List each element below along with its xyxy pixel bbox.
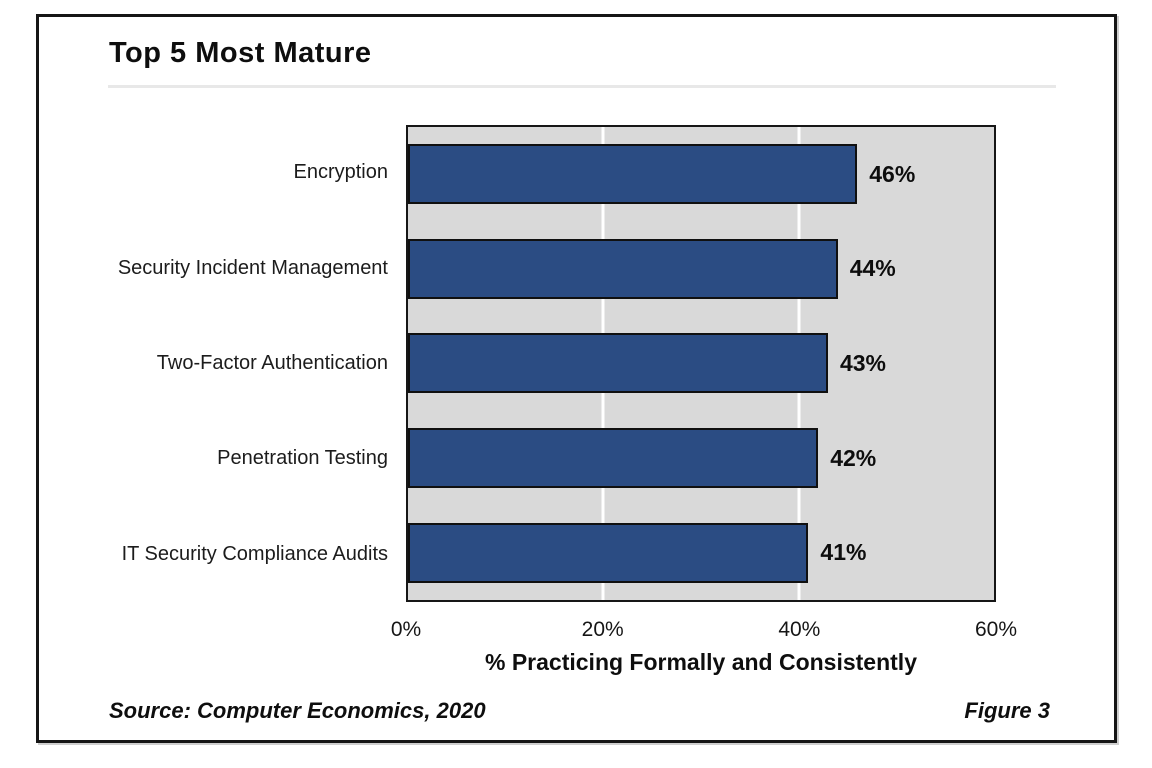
- bar: [408, 428, 819, 489]
- value-label: 42%: [830, 444, 877, 471]
- category-axis-labels: Encryption Security Incident Management Tw…: [39, 125, 388, 602]
- x-axis-title: % Practicing Formally and Consistently: [485, 649, 917, 675]
- bar-row: 44%: [408, 222, 994, 317]
- x-axis-tick-labels: 0% 20% 40% 60%: [391, 618, 1017, 646]
- bar: [408, 333, 828, 394]
- value-label: 46%: [869, 160, 916, 187]
- value-label: 44%: [849, 255, 896, 282]
- title-underline: [108, 85, 1056, 88]
- chart-title: Top 5 Most Mature: [109, 37, 372, 69]
- category-label: Penetration Testing: [217, 447, 388, 470]
- bar-row: 41%: [408, 505, 994, 600]
- bar-row: 43%: [408, 316, 994, 411]
- bar-row: 46%: [408, 127, 994, 222]
- x-tick-label: 0%: [390, 618, 422, 641]
- figure-number: Figure 3: [964, 698, 1050, 723]
- value-label: 43%: [839, 349, 886, 376]
- bars-layer: 46% 44% 43% 42% 41%: [408, 127, 994, 600]
- bar-row: 42%: [408, 411, 994, 506]
- value-label: 41%: [820, 539, 867, 566]
- category-label: IT Security Compliance Audits: [121, 542, 388, 565]
- x-tick-label: 40%: [778, 618, 821, 641]
- plot-area: 46% 44% 43% 42% 41%: [406, 125, 996, 602]
- category-label: Two-Factor Authentication: [156, 352, 388, 375]
- category-label: Encryption: [293, 161, 389, 184]
- bar: [408, 522, 809, 583]
- source-note: Source: Computer Economics, 2020: [109, 698, 486, 723]
- category-label: Security Incident Management: [117, 256, 388, 279]
- bar: [408, 238, 838, 299]
- bar: [408, 144, 858, 205]
- x-tick-label: 20%: [581, 618, 624, 641]
- x-tick-label: 60%: [974, 618, 1018, 641]
- figure-frame: Top 5 Most Mature Encryption Security Inc…: [36, 14, 1117, 743]
